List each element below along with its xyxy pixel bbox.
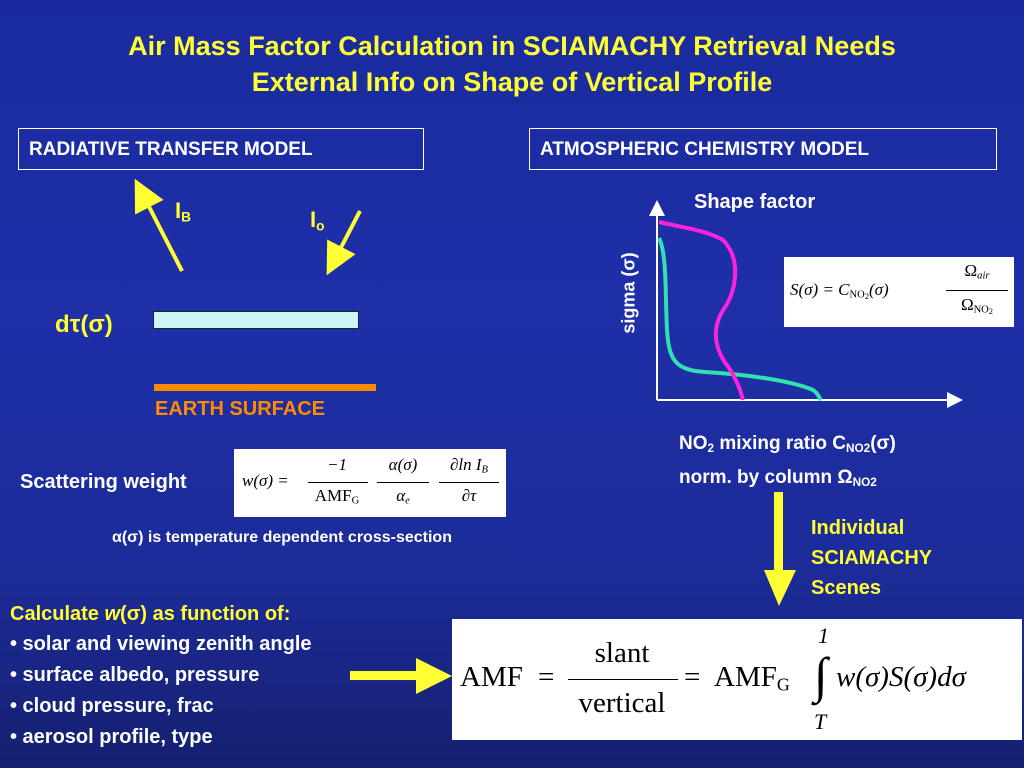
amf-num: slant	[594, 637, 650, 669]
integral-upper: 1	[818, 623, 829, 648]
ib-label: IB	[175, 198, 191, 225]
cross-section-note: α(σ) is temperature dependent cross-sect…	[112, 529, 452, 546]
rtm-box-label: RADIATIVE TRANSFER MODEL	[18, 128, 424, 170]
w-lhs: w(σ) =	[242, 471, 289, 490]
w-den3: ∂τ	[461, 486, 477, 505]
magenta-profile-curve	[658, 220, 745, 401]
right-arrow	[350, 658, 452, 694]
amf-lhs: AMF	[460, 661, 523, 693]
title-line-1: Air Mass Factor Calculation in SCIAMACHY…	[128, 31, 896, 61]
x-label-line-2: norm. by column ΩNO2	[679, 466, 877, 489]
list-item: • surface albedo, pressure	[10, 664, 260, 686]
s-den: ΩNO2	[960, 295, 994, 316]
list-item: • cloud pressure, frac	[10, 695, 214, 717]
scenes-label: Individual SCIAMACHY Scenes	[811, 517, 933, 599]
w-num2: α(σ)	[388, 455, 418, 474]
cyan-profile-curve	[657, 237, 823, 402]
w-num3: ∂ln IB	[450, 455, 488, 476]
y-axis-label: sigma (σ)	[618, 252, 639, 334]
w-den2: αe	[396, 486, 410, 507]
shape-factor-formula: S(σ) = CNO2(σ) Ωair ΩNO2	[784, 257, 1014, 327]
s-num: Ωair	[964, 261, 990, 282]
x-axis-description: NO2 mixing ratio CNO2(σ) norm. by column…	[679, 429, 896, 497]
acm-box-label: ATMOSPHERIC CHEMISTRY MODEL	[529, 128, 997, 170]
amf-den: vertical	[578, 687, 666, 719]
io-arrow	[326, 210, 362, 276]
ib-arrow	[134, 178, 184, 272]
earth-surface-bar	[154, 384, 376, 391]
slide-title: Air Mass Factor Calculation in SCIAMACHY…	[0, 28, 1024, 100]
radiation-arrows	[134, 178, 362, 276]
calc-list: • solar and viewing zenith angle • surfa…	[10, 629, 312, 753]
x-label-line-1: NO2 mixing ratio CNO2(σ)	[679, 433, 896, 455]
io-label: Io	[310, 207, 325, 234]
amf-eq-1: =	[538, 661, 555, 693]
profile-plot	[649, 200, 963, 408]
integrand: w(σ)S(σ)dσ	[836, 661, 966, 693]
integral-lower: T	[814, 709, 827, 734]
earth-surface-label: EARTH SURFACE	[155, 398, 326, 420]
w-den1: AMFG	[314, 486, 360, 507]
atmosphere-layer	[153, 311, 359, 329]
scattering-weight-formula: w(σ) = −1 AMFG α(σ) αe ∂ln IB ∂τ	[234, 449, 506, 517]
scattering-weight-label: Scattering weight	[20, 471, 187, 493]
amfg: AMFG	[714, 661, 790, 695]
title-line-2: External Info on Shape of Vertical Profi…	[251, 67, 773, 97]
calc-heading: Calculate w(σ) as function of:	[10, 603, 291, 625]
w-num1: −1	[327, 455, 347, 474]
integral-sign: ∫	[814, 647, 828, 703]
shape-factor-label: Shape factor	[694, 191, 816, 213]
list-item: • aerosol profile, type	[10, 726, 213, 748]
dtau-label: dτ(σ)	[55, 311, 113, 338]
down-arrow	[764, 492, 796, 606]
s-lhs: S(σ) = CNO2(σ)	[790, 280, 889, 301]
list-item: • solar and viewing zenith angle	[10, 633, 312, 655]
amf-eq-2: =	[684, 661, 701, 693]
amf-formula: AMF = slant vertical = AMFG 1 ∫ T w(σ)S(…	[452, 619, 1022, 740]
